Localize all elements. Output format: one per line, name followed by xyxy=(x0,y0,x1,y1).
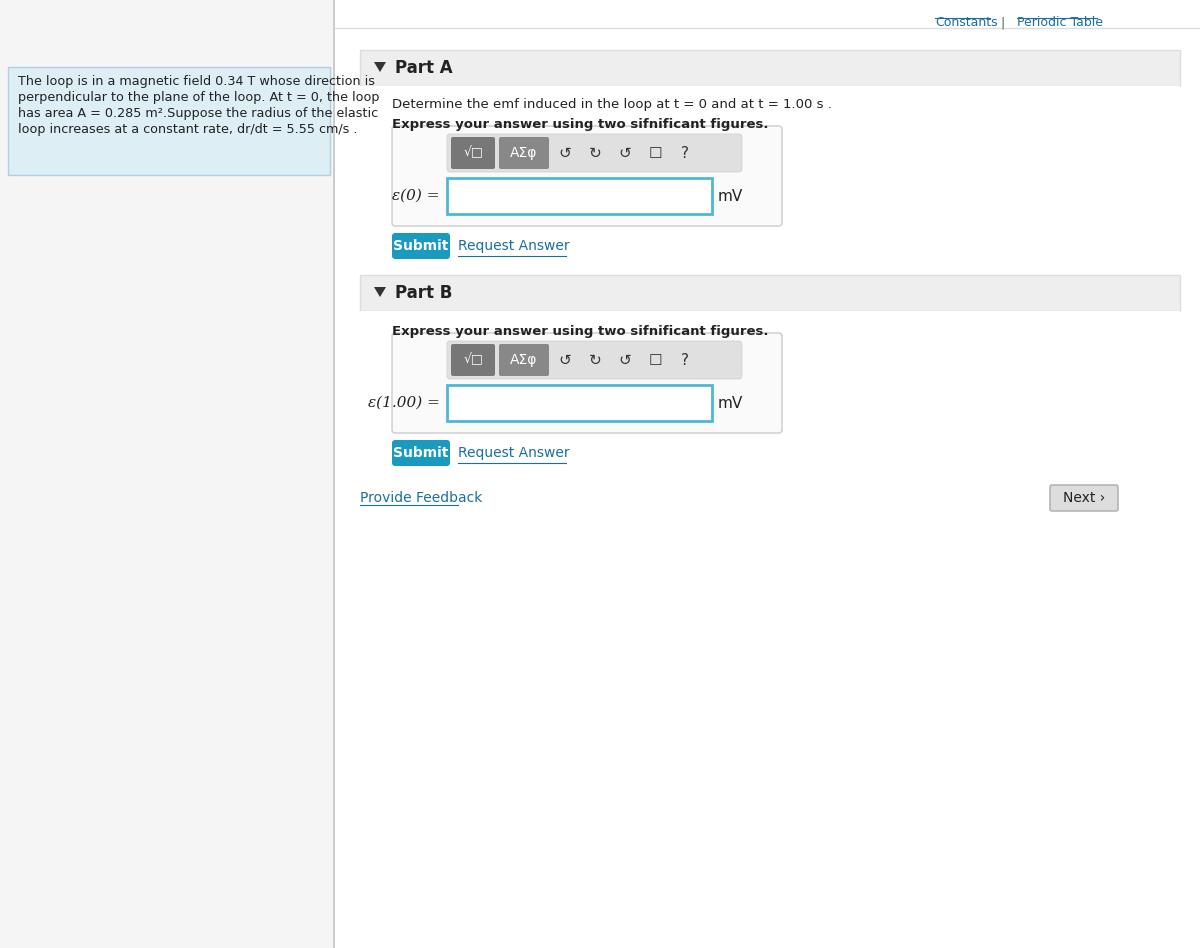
Text: ↻: ↻ xyxy=(589,145,601,160)
Text: Submit: Submit xyxy=(394,239,449,253)
Bar xyxy=(360,311,1180,317)
Bar xyxy=(360,275,1180,311)
Text: Part B: Part B xyxy=(395,284,452,302)
Text: ε(0) =: ε(0) = xyxy=(392,189,440,203)
Bar xyxy=(360,86,1180,92)
FancyBboxPatch shape xyxy=(392,333,782,433)
FancyBboxPatch shape xyxy=(451,344,496,376)
Text: √□: √□ xyxy=(463,354,482,367)
FancyBboxPatch shape xyxy=(446,134,742,172)
Text: Request Answer: Request Answer xyxy=(458,446,570,460)
Bar xyxy=(360,50,1180,86)
Text: √□: √□ xyxy=(463,147,482,159)
Text: AΣφ: AΣφ xyxy=(510,146,538,160)
Text: ☐: ☐ xyxy=(648,353,662,368)
Text: Request Answer: Request Answer xyxy=(458,239,570,253)
FancyBboxPatch shape xyxy=(499,137,550,169)
Text: ↺: ↺ xyxy=(559,145,571,160)
Text: Submit: Submit xyxy=(394,446,449,460)
FancyBboxPatch shape xyxy=(499,344,550,376)
FancyBboxPatch shape xyxy=(392,233,450,259)
Text: Part A: Part A xyxy=(395,59,452,77)
Text: ↺: ↺ xyxy=(559,353,571,368)
Bar xyxy=(8,67,330,175)
Text: ε(1.00) =: ε(1.00) = xyxy=(368,396,440,410)
Text: Express your answer using two sifnificant figures.: Express your answer using two sifnifican… xyxy=(392,118,768,131)
Text: ?: ? xyxy=(682,145,689,160)
Text: mV: mV xyxy=(718,189,743,204)
Polygon shape xyxy=(374,287,386,297)
Text: ↺: ↺ xyxy=(619,353,631,368)
Text: The loop is in a magnetic field 0.34 T whose direction is: The loop is in a magnetic field 0.34 T w… xyxy=(18,75,374,88)
FancyBboxPatch shape xyxy=(446,341,742,379)
Text: Provide Feedback: Provide Feedback xyxy=(360,491,482,505)
Text: Periodic Table: Periodic Table xyxy=(1018,16,1103,29)
FancyBboxPatch shape xyxy=(1050,485,1118,511)
Text: Express your answer using two sifnificant figures.: Express your answer using two sifnifican… xyxy=(392,325,768,338)
Text: mV: mV xyxy=(718,395,743,410)
Text: ↺: ↺ xyxy=(619,145,631,160)
Text: has area A = 0.285 m².Suppose the radius of the elastic: has area A = 0.285 m².Suppose the radius… xyxy=(18,107,378,120)
FancyBboxPatch shape xyxy=(392,126,782,226)
Text: ↻: ↻ xyxy=(589,353,601,368)
Bar xyxy=(335,0,1200,948)
Text: Next ›: Next › xyxy=(1063,491,1105,505)
Bar xyxy=(446,178,712,214)
Text: ☐: ☐ xyxy=(648,145,662,160)
Bar xyxy=(446,385,712,421)
FancyBboxPatch shape xyxy=(392,440,450,466)
FancyBboxPatch shape xyxy=(451,137,496,169)
Text: ?: ? xyxy=(682,353,689,368)
Text: Constants: Constants xyxy=(935,16,997,29)
Text: Determine the emf induced in the loop at t = 0 and at t = 1.00 s .: Determine the emf induced in the loop at… xyxy=(392,98,832,111)
Bar xyxy=(334,0,335,948)
Text: AΣφ: AΣφ xyxy=(510,353,538,367)
Text: perpendicular to the plane of the loop. At t = 0, the loop: perpendicular to the plane of the loop. … xyxy=(18,91,379,104)
Text: loop increases at a constant rate, dr/dt = 5.55 cm/s .: loop increases at a constant rate, dr/dt… xyxy=(18,123,358,136)
Text: |: | xyxy=(994,16,1013,29)
Polygon shape xyxy=(374,62,386,72)
